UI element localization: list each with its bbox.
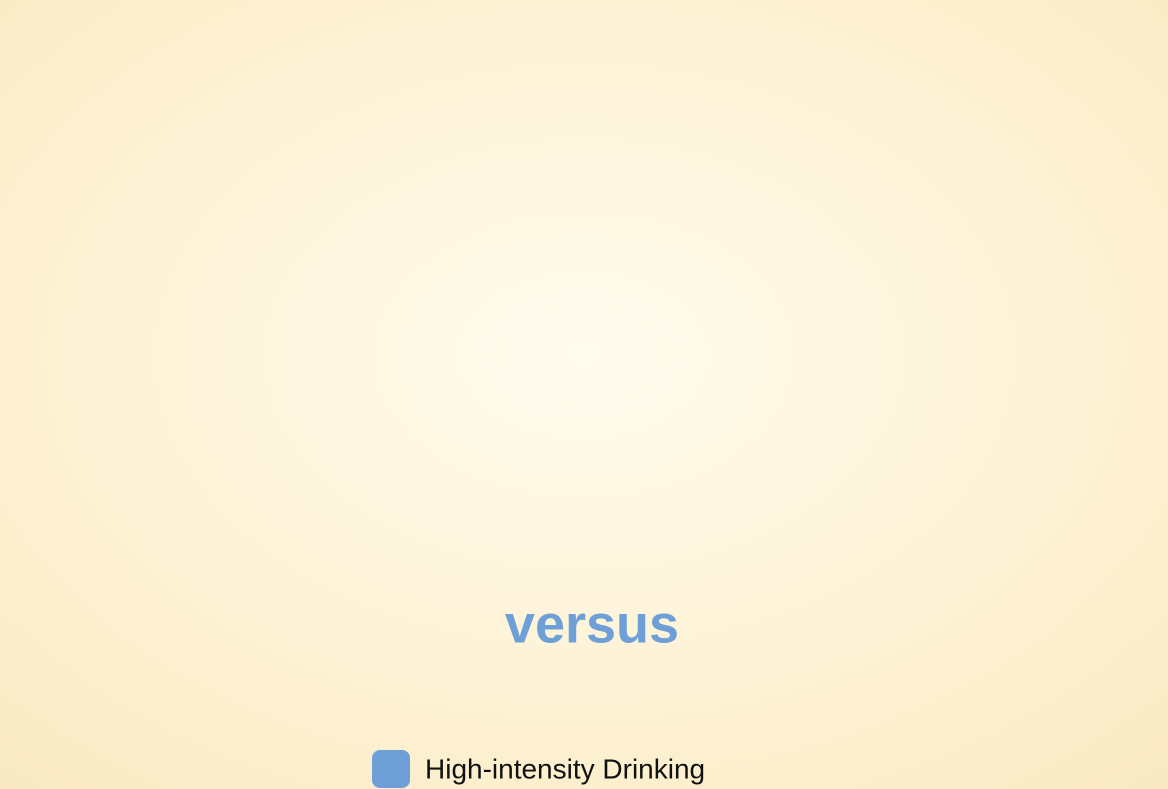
legend-swatch <box>372 750 410 788</box>
connector-text: versus <box>505 594 679 654</box>
legend-label: High-intensity Drinking <box>425 753 705 784</box>
